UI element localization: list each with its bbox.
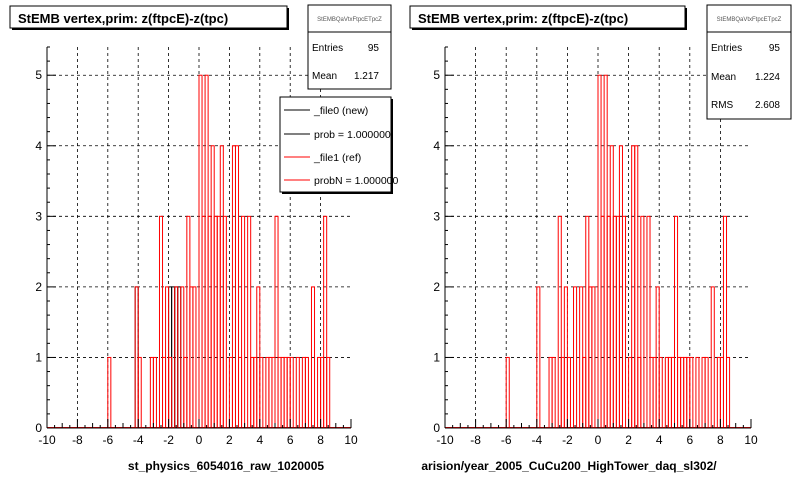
left-x-tick-label: 4: [256, 433, 263, 447]
right-x-tick-label: -2: [562, 433, 573, 447]
legend-box: _file0 (new) prob = 1.000000 _file1 (ref…: [279, 96, 399, 194]
right-x-tick-label: 8: [717, 433, 724, 447]
left-y-tick-label: 4: [35, 139, 42, 153]
right-stats-rms-value: 2.608: [755, 100, 780, 111]
left-title-box: StEMB vertex,prim: z(ftpcE)-z(tpc): [9, 5, 289, 30]
left-x-tick-label: -6: [102, 433, 113, 447]
legend-label-prob: prob = 1.000000: [314, 129, 391, 141]
right-x-tick-label: -8: [470, 433, 481, 447]
right-y-tick-label: 3: [433, 209, 440, 223]
left-y-tick-label: 1: [35, 350, 42, 364]
left-stats-entries-label: Entries: [312, 43, 343, 54]
left-y-tick-label: 2: [35, 280, 42, 294]
legend-label-file0: _file0 (new): [313, 105, 368, 117]
right-x-tick-label: 0: [595, 433, 602, 447]
left-axes: -10 -8 -6 -4 -2 0 2 4 6 8 10 0 1 2 3 4 5: [35, 46, 358, 447]
right-x-tick-label: 6: [686, 433, 693, 447]
right-stats-rms-label: RMS: [711, 100, 734, 111]
left-y-tick-label: 5: [35, 68, 42, 82]
left-histogram-panel: -10 -8 -6 -4 -2 0 2 4 6 8 10 0 1 2 3 4 5 StEMB vertex,pr…: [9, 4, 399, 473]
left-x-tick-label: 8: [317, 433, 324, 447]
right-y-tick-label: 2: [433, 280, 440, 294]
left-x-tick-label: 10: [344, 433, 358, 447]
left-x-tick-label: -10: [38, 433, 56, 447]
left-x-tick-label: -8: [72, 433, 83, 447]
right-stats-mean-value: 1.224: [755, 72, 780, 83]
left-x-axis-label: st_physics_6054016_raw_1020005: [128, 459, 324, 473]
right-x-tick-label: -6: [501, 433, 512, 447]
right-x-tick-label: 2: [625, 433, 632, 447]
left-stats-mean-value: 1.217: [354, 71, 379, 82]
left-chart-title: StEMB vertex,prim: z(ftpcE)-z(tpc): [18, 11, 228, 26]
right-chart-title: StEMB vertex,prim: z(ftpcE)-z(tpc): [418, 11, 628, 26]
left-stats-box: StEMBQaVtxFtpcETpcZ Entries 95 Mean 1.21…: [307, 4, 392, 90]
left-x-tick-label: 0: [196, 433, 203, 447]
left-y-tick-label: 0: [35, 421, 42, 435]
left-stats-entries-value: 95: [368, 43, 380, 54]
right-stats-entries-value: 95: [769, 43, 781, 54]
right-y-tick-label: 5: [433, 68, 440, 82]
right-x-tick-label: -10: [436, 433, 454, 447]
right-title-box: StEMB vertex,prim: z(ftpcE)-z(tpc): [409, 5, 687, 30]
left-x-tick-label: -4: [133, 433, 144, 447]
left-x-tick-label: -2: [163, 433, 174, 447]
right-stats-name: StEMBQaVtxFtpcETpcZ: [717, 17, 782, 23]
right-stats-mean-label: Mean: [711, 72, 736, 83]
left-y-tick-label: 3: [35, 209, 42, 223]
right-x-axis-label: arision/year_2005_CuCu200_HighTower_daq_…: [421, 459, 717, 473]
left-stats-name: StEMBQaVtxFtpcETpcZ: [317, 17, 382, 23]
right-y-tick-label: 1: [433, 350, 440, 364]
right-stats-entries-label: Entries: [711, 43, 742, 54]
right-stats-box: StEMBQaVtxFtpcETpcZ Entries 95 Mean 1.22…: [706, 4, 792, 120]
right-x-tick-label: 4: [656, 433, 663, 447]
left-x-tick-label: 6: [287, 433, 294, 447]
right-x-tick-label: 10: [744, 433, 758, 447]
left-stats-mean-label: Mean: [312, 71, 337, 82]
left-x-tick-label: 2: [226, 433, 233, 447]
right-x-tick-label: -4: [531, 433, 542, 447]
legend-label-file1: _file1 (ref): [313, 152, 361, 164]
right-histogram-panel: -10 -8 -6 -4 -2 0 2 4 6 8 10 0 1 2 3 4 5 StEMB vertex,pr…: [409, 4, 792, 473]
right-y-tick-label: 4: [433, 139, 440, 153]
right-y-tick-label: 0: [433, 421, 440, 435]
legend-label-probn: probN = 1.000000: [314, 175, 399, 187]
right-axes: -10 -8 -6 -4 -2 0 2 4 6 8 10 0 1 2 3 4 5: [433, 46, 758, 447]
